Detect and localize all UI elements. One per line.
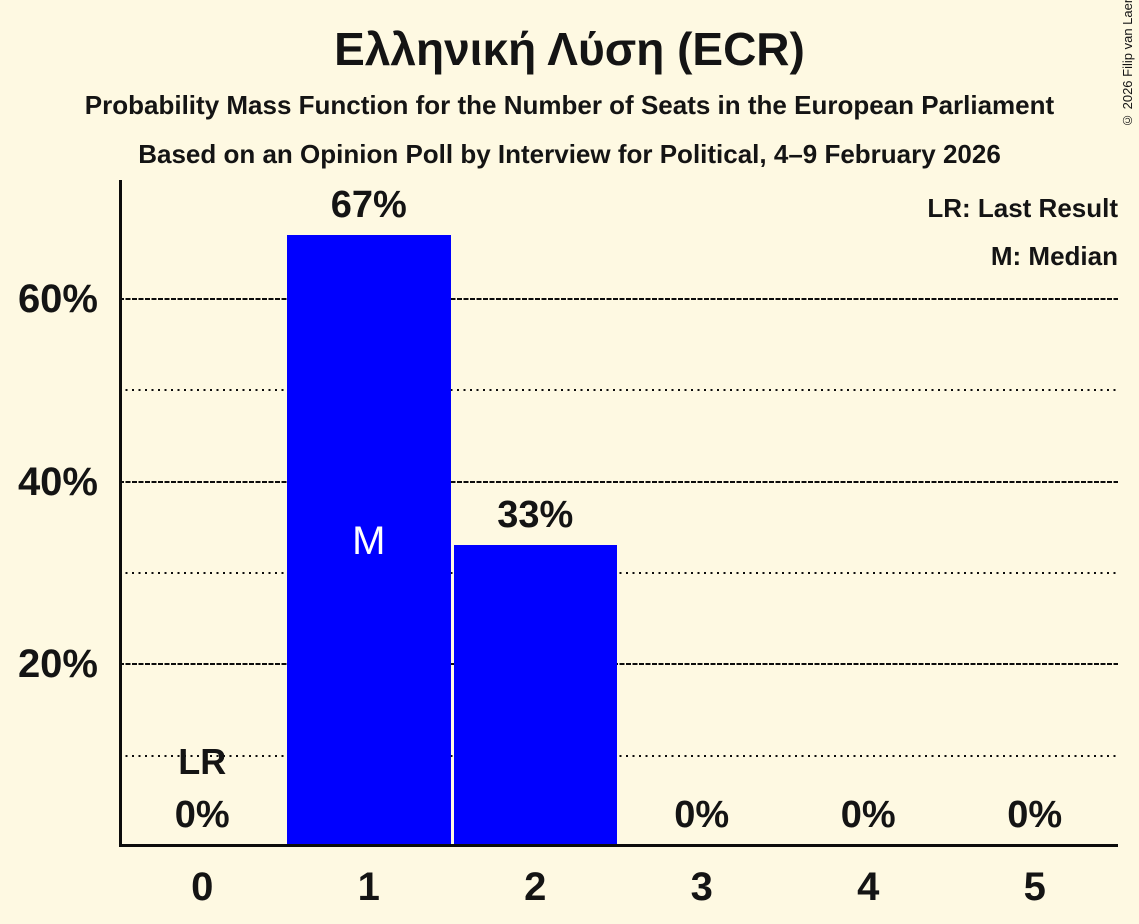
bar-value-label-3: 0% (674, 794, 730, 836)
bar-value-label-4: 0% (840, 794, 896, 836)
y-axis-line (119, 180, 122, 847)
x-tick-label-3: 3 (690, 865, 713, 909)
bar-value-label-2: 33% (497, 494, 574, 537)
gridline-dotted-50 (119, 389, 1118, 392)
y-tick-label-20%: 20% (17, 642, 98, 687)
gridline-dotted-10 (119, 754, 1118, 757)
plot-area: 0% LR 67% M 33% 0% 0% 0% (119, 180, 1118, 847)
x-tick-label-4: 4 (857, 865, 880, 909)
bar-seats-1 (287, 234, 451, 847)
median-marker: M (352, 518, 386, 563)
bar-value-label-1: 67% (330, 183, 407, 226)
x-axis-line (119, 844, 1118, 847)
x-tick-label-2: 2 (524, 865, 547, 909)
y-tick-label-60%: 60% (17, 276, 98, 321)
chart-subtitle-poll: Based on an Opinion Poll by Interview fo… (138, 139, 1001, 169)
chart-legend: LR: Last Result M: Median (927, 184, 1118, 280)
x-axis-labels: 0 1 2 3 4 5 (119, 863, 1118, 911)
copyright-notice: © 2026 Filip van Laenen (1120, 0, 1135, 128)
chart-subtitle: Probability Mass Function for the Number… (84, 90, 1055, 120)
chart-title: Ελληνική Λύση (ECR) (334, 23, 805, 75)
gridline-solid-40 (119, 480, 1118, 483)
last-result-marker: LR (178, 741, 227, 782)
gridline-solid-20 (119, 663, 1118, 666)
bar-value-label-5: 0% (1007, 794, 1063, 836)
legend-median: M: Median (990, 241, 1118, 271)
x-tick-label-0: 0 (191, 865, 214, 909)
gridline-dotted-30 (119, 571, 1118, 574)
x-tick-label-5: 5 (1023, 865, 1046, 909)
bar-value-label-0: 0% (174, 794, 230, 836)
bar-seats-2 (453, 545, 617, 847)
gridline-solid-60 (119, 297, 1118, 300)
y-tick-label-40%: 40% (17, 459, 98, 504)
x-tick-label-1: 1 (357, 865, 380, 909)
legend-last-result: LR: Last Result (927, 193, 1118, 223)
